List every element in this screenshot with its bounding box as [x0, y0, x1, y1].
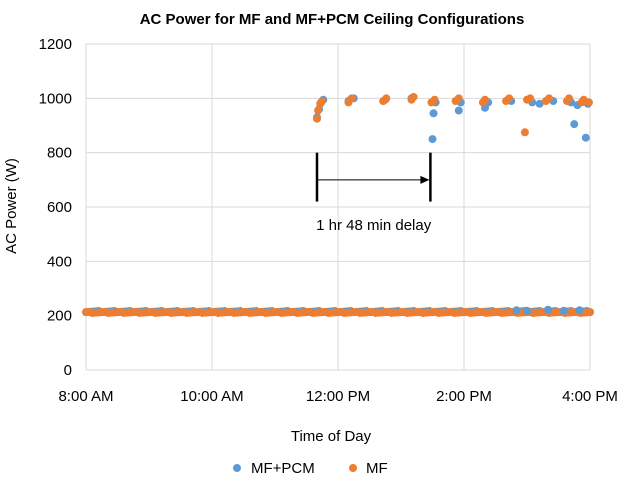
grid-lines	[85, 43, 591, 371]
data-point-mf	[454, 94, 463, 103]
x-tick-label: 12:00 PM	[306, 388, 370, 405]
data-point-mf	[318, 97, 327, 106]
data-points	[82, 92, 594, 317]
y-tick-label: 1200	[39, 36, 72, 53]
data-point-mf-pcm	[535, 99, 544, 108]
data-point-mf	[481, 95, 489, 104]
data-point-mf	[382, 94, 391, 103]
y-tick-label: 400	[47, 253, 72, 270]
y-tick-label: 200	[47, 308, 72, 325]
x-tick-label: 4:00 PM	[562, 388, 618, 405]
x-tick-label: 8:00 AM	[58, 388, 113, 405]
axis-ticks: 0 200 400 600 800 1000 1200 8:00 AM 10:00 AM 12:0…	[39, 36, 618, 405]
legend-marker-mf-pcm	[233, 464, 241, 472]
legend: MF+PCM MF	[233, 460, 388, 477]
data-point-mf	[545, 94, 554, 103]
data-point-mf	[347, 94, 356, 103]
data-point-mf-pcm	[512, 306, 521, 315]
data-point-mf	[314, 106, 323, 115]
data-point-mf-pcm	[575, 306, 584, 315]
data-point-mf-pcm	[429, 109, 438, 118]
y-tick-label: 800	[47, 145, 72, 162]
data-point-mf-pcm	[544, 305, 552, 314]
data-point-mf-pcm	[523, 306, 531, 315]
y-tick-label: 600	[47, 199, 72, 216]
data-point-mf-pcm	[570, 120, 579, 129]
legend-marker-mf	[349, 464, 357, 472]
chart-title: AC Power for MF and MF+PCM Ceiling Confi…	[140, 11, 525, 28]
delay-annotation: 1 hr 48 min delay	[315, 152, 432, 234]
data-point-mf	[409, 92, 418, 101]
delay-arrow-head	[420, 175, 430, 184]
data-point-mf	[313, 114, 321, 123]
data-point-mf	[505, 94, 514, 103]
data-point-mf	[520, 128, 529, 137]
y-tick-label: 1000	[39, 90, 72, 107]
data-point-mf-pcm	[428, 135, 437, 144]
x-tick-label: 2:00 PM	[436, 388, 492, 405]
data-point-mf	[430, 95, 439, 104]
delay-annotation-label: 1 hr 48 min delay	[316, 217, 432, 234]
legend-label-mf-pcm: MF+PCM	[251, 460, 315, 477]
x-axis-label: Time of Day	[291, 428, 372, 445]
data-point-mf-pcm	[454, 106, 463, 115]
data-point-mf-pcm	[581, 133, 590, 142]
data-point-mf	[565, 94, 573, 103]
baseline-point-mf	[586, 308, 594, 317]
data-point-mf	[526, 94, 535, 103]
y-tick-label: 0	[64, 362, 72, 379]
data-point-mf-pcm	[559, 306, 568, 315]
x-tick-label: 10:00 AM	[180, 388, 243, 405]
legend-label-mf: MF	[366, 460, 388, 477]
data-point-mf	[584, 98, 593, 107]
y-axis-label: AC Power (W)	[3, 158, 20, 254]
